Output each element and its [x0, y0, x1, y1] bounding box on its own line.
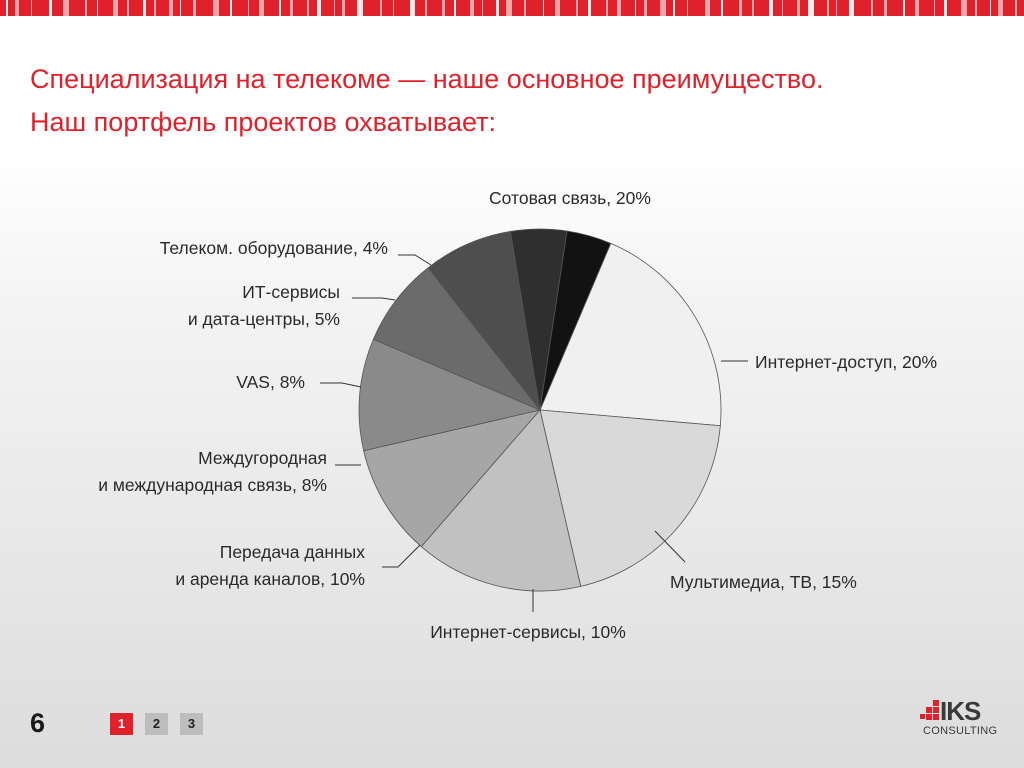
slide-title: Специализация на телекоме — наше основно…: [30, 58, 990, 144]
slice-label-1: Интернет-доступ, 20%: [755, 352, 937, 372]
pager-button-1[interactable]: 1: [110, 713, 133, 735]
pie-slice-1: [539, 409, 721, 587]
logo-mark: IKS: [940, 696, 981, 726]
slice-label-5: Междугородная и международная связь, 8%: [98, 448, 327, 495]
pie-slice-2: [420, 409, 582, 592]
pager-button-2[interactable]: 2: [145, 713, 168, 735]
pager-button-3[interactable]: 3: [180, 713, 203, 735]
leader-line-8: [398, 254, 432, 266]
pie-slice-8: [539, 230, 612, 411]
page-number: 6: [30, 708, 46, 738]
slice-label-3: Интернет-сервисы, 10%: [430, 622, 626, 642]
pie-slice-4: [358, 338, 542, 452]
logo-subtitle: CONSULTING: [923, 725, 998, 737]
slice-label-2: Мультимедиа, ТВ, 15%: [670, 572, 857, 592]
top-decorative-stripe: [0, 0, 1024, 16]
slide-title-line-2: Наш портфель проектов охватывает:: [30, 107, 496, 137]
slice-label-4: Передача данных и аренда каналов, 10%: [175, 542, 365, 589]
leader-line-4: [382, 544, 421, 568]
leader-line-7: [352, 297, 396, 301]
pager: 1 2 3: [110, 713, 203, 735]
slide-title-line-1: Специализация на телекоме — наше основно…: [30, 64, 824, 94]
leader-line-2: [654, 530, 686, 563]
pie-slice-5: [372, 267, 541, 411]
pie-slice-3: [363, 409, 542, 548]
slice-label-7: ИТ-сервисы и дата-центры, 5%: [188, 282, 340, 329]
pie-chart: Сотовая связь, 20% Интернет-доступ, 20% Му…: [98, 188, 937, 642]
pie-slice-0: [539, 242, 722, 427]
slice-label-6: VAS, 8%: [236, 372, 305, 392]
logo-squares-icon: [920, 700, 939, 720]
iks-consulting-logo: IKS CONSULTING: [920, 696, 1000, 742]
slice-label-0: Сотовая связь, 20%: [489, 188, 651, 208]
pie-slice-6: [427, 230, 541, 411]
leader-line-6: [320, 382, 362, 388]
slice-label-8: Телеком. оборудование, 4%: [160, 238, 388, 258]
